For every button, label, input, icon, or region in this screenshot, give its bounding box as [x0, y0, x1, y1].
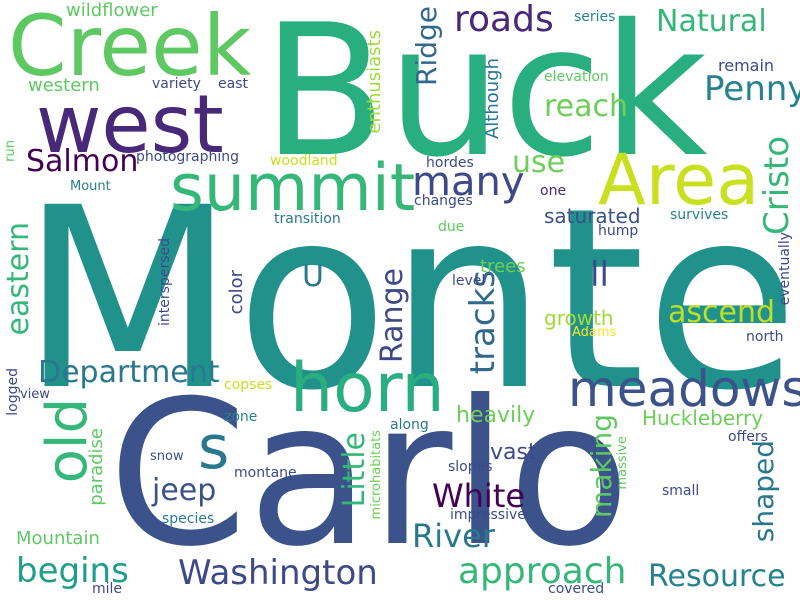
- word-series: series: [574, 9, 616, 25]
- word-variety: variety: [152, 76, 201, 92]
- word-changes: changes: [414, 193, 473, 209]
- word-level: level: [452, 273, 486, 289]
- word-elevation: elevation: [544, 69, 609, 85]
- word-transition: transition: [274, 211, 341, 227]
- word-due: due: [438, 219, 465, 235]
- word-paradise: paradise: [86, 428, 107, 506]
- word-many: many: [412, 159, 525, 205]
- word-slopes: slopes: [448, 459, 493, 475]
- word-offers: offers: [728, 429, 768, 445]
- word-remain: remain: [718, 56, 775, 75]
- word-mile: mile: [92, 581, 123, 597]
- word-s: s: [198, 413, 230, 483]
- word-huckleberry: Huckleberry: [642, 406, 764, 430]
- word-making: making: [585, 414, 618, 518]
- word-little: Little: [337, 432, 372, 508]
- word-saturated: saturated: [544, 204, 641, 228]
- word-growth: growth: [544, 306, 614, 330]
- word-jeep: jeep: [152, 473, 217, 508]
- word-begins: begins: [16, 551, 129, 591]
- word-roads: roads: [454, 0, 554, 40]
- word-ridge: Ridge: [410, 6, 443, 87]
- word-river: River: [412, 517, 495, 555]
- word-trees: trees: [480, 256, 526, 277]
- word-resource: Resource: [648, 559, 786, 594]
- word-western: western: [28, 75, 100, 96]
- word-run: run: [3, 140, 18, 162]
- word-eastern: eastern: [1, 222, 36, 336]
- word-massive: massive: [615, 436, 630, 490]
- word-photographing: photographing: [136, 149, 240, 165]
- word-along: along: [390, 417, 429, 433]
- word-impressive: impressive: [450, 507, 526, 523]
- word-vast: vast: [490, 440, 537, 465]
- word-interspersed: interspersed: [157, 238, 173, 326]
- word-horn: horn: [290, 349, 445, 428]
- word-copses: copses: [224, 377, 273, 393]
- word-north: north: [746, 329, 784, 345]
- word-ascend: ascend: [668, 295, 776, 330]
- word-salmon: Salmon: [26, 144, 139, 179]
- word-one: one: [540, 183, 567, 199]
- word-mount: Mount: [70, 179, 111, 194]
- word-u: U: [302, 259, 324, 294]
- word-east: east: [218, 76, 248, 92]
- word-mountain: Mountain: [16, 528, 100, 549]
- word-area: Area: [598, 139, 760, 221]
- word-covered: covered: [548, 581, 605, 597]
- word-survives: survives: [670, 207, 729, 223]
- word-monte: Monte: [20, 154, 799, 445]
- word-ll: ll: [590, 255, 609, 295]
- word-approach: approach: [458, 551, 627, 592]
- word-montane: montane: [234, 465, 297, 481]
- word-although: Although: [482, 58, 503, 140]
- word-zone: zone: [224, 409, 258, 425]
- word-adams: Adams: [572, 325, 617, 340]
- word-view: view: [20, 387, 50, 402]
- word-white: White: [432, 477, 526, 515]
- word-reach: reach: [544, 89, 629, 124]
- word-heavily: heavily: [456, 403, 536, 428]
- word-buck: Buck: [262, 0, 708, 197]
- word-department: Department: [38, 355, 220, 390]
- word-use: use: [512, 145, 566, 180]
- word-creek: Creek: [8, 0, 252, 95]
- word-species: species: [162, 511, 215, 527]
- word-enthusiasts: enthusiasts: [364, 30, 385, 134]
- word-carlo: Carlo: [108, 358, 631, 591]
- word-hump: hump: [598, 223, 639, 239]
- word-hordes: hordes: [426, 155, 474, 171]
- word-cristo: Cristo: [757, 136, 797, 236]
- word-woodland: woodland: [270, 153, 338, 169]
- word-logged: logged: [5, 368, 21, 416]
- word-range: Range: [375, 268, 410, 364]
- word-washington: Washington: [178, 553, 378, 593]
- word-penny: Penny: [704, 69, 800, 109]
- word-snow: snow: [150, 449, 184, 464]
- word-wildflower: wildflower: [66, 0, 158, 21]
- word-shaped: shaped: [747, 440, 780, 543]
- word-microhabitats: microhabitats: [369, 430, 384, 520]
- word-eventually: eventually: [777, 232, 793, 306]
- word-west: west: [36, 78, 224, 171]
- word-natural: Natural: [656, 4, 767, 39]
- word-meadows: meadows: [568, 360, 800, 418]
- word-summit: summit: [170, 151, 416, 226]
- word-small: small: [662, 483, 700, 499]
- word-color: color: [226, 270, 247, 315]
